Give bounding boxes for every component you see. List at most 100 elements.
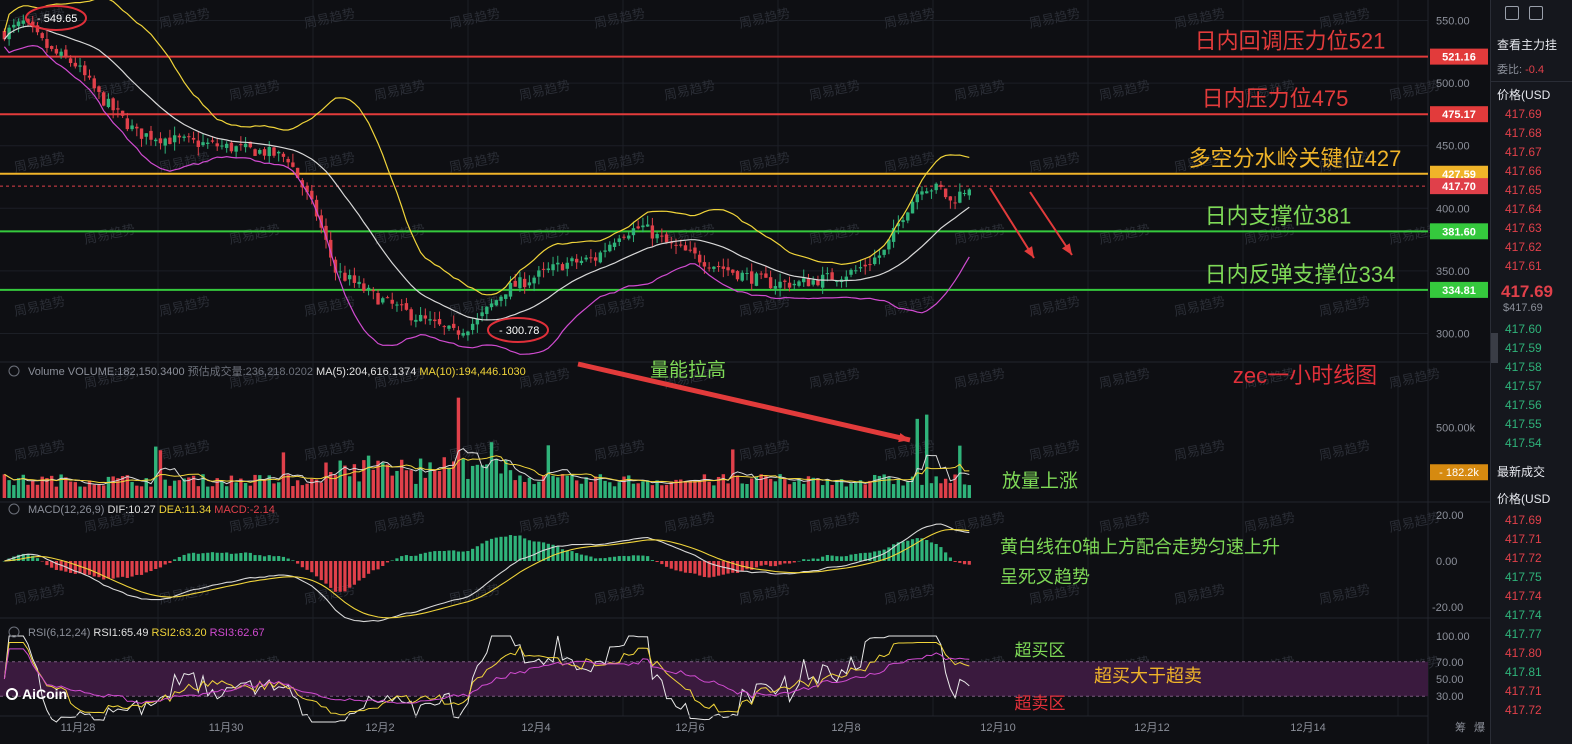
macd-bar xyxy=(655,561,659,563)
candle-body xyxy=(130,125,134,130)
macd-bar xyxy=(858,553,863,561)
candle-body xyxy=(423,315,428,319)
logo-text: AiCoin xyxy=(22,686,67,702)
candle xyxy=(664,231,669,243)
candle-body xyxy=(347,275,352,280)
trades-title[interactable]: 最新成交 xyxy=(1497,465,1546,479)
candle xyxy=(376,289,380,305)
level-tag-bg xyxy=(1430,281,1488,298)
candle-body xyxy=(508,282,513,297)
price-chart[interactable]: 周易趋势 周易趋势 周易趋势 周易趋势 周易趋势 周易趋势 周易趋势 周易趋势 周易趋势 周易趋势… xyxy=(0,0,1490,744)
trade-row: 417.69 xyxy=(1505,513,1542,527)
candle-body xyxy=(2,30,7,40)
volume-bar xyxy=(527,477,532,498)
candle xyxy=(920,186,924,201)
macd-bar xyxy=(868,552,872,561)
volume-bar xyxy=(806,476,811,498)
candle-body xyxy=(475,318,480,325)
volume-bar xyxy=(485,464,489,498)
candle xyxy=(215,137,219,151)
orderbook-title[interactable]: 查看主力挂 xyxy=(1497,38,1558,52)
candle xyxy=(234,145,238,159)
volume-bar xyxy=(489,442,494,498)
macd-bar xyxy=(243,552,248,561)
candle xyxy=(863,258,867,275)
candle-body xyxy=(489,303,494,308)
candle xyxy=(480,306,484,322)
candle xyxy=(461,328,465,338)
macd-bar xyxy=(664,561,669,567)
trade-row: 417.72 xyxy=(1505,551,1542,565)
bid-row[interactable]: 417.54 xyxy=(1505,436,1542,450)
bid-row[interactable]: 417.56 xyxy=(1505,398,1542,412)
candle-body xyxy=(116,108,120,110)
volume-bar xyxy=(551,475,555,498)
level-tag-bg xyxy=(1430,48,1488,65)
ask-row[interactable]: 417.62 xyxy=(1505,240,1542,254)
ask-row[interactable]: 417.66 xyxy=(1505,164,1542,178)
candle-body xyxy=(343,272,347,281)
macd-bar xyxy=(357,561,361,581)
candle-body xyxy=(272,147,276,156)
macd-bar xyxy=(371,561,375,571)
volume-bar xyxy=(802,483,806,498)
ask-row[interactable]: 417.64 xyxy=(1505,202,1542,216)
ask-row[interactable]: 417.67 xyxy=(1505,145,1542,159)
list-icon[interactable] xyxy=(1529,6,1543,20)
volume-bar xyxy=(745,483,749,498)
macd-bar xyxy=(934,543,938,561)
macd-bar xyxy=(281,556,286,561)
macd-bar xyxy=(442,551,446,561)
ma-white-line xyxy=(3,25,970,321)
bid-row[interactable]: 417.59 xyxy=(1505,341,1542,355)
candle-body xyxy=(835,280,839,283)
candle xyxy=(939,181,943,190)
volume-bar xyxy=(210,486,215,498)
candle-body xyxy=(660,235,664,237)
ask-row[interactable]: 417.65 xyxy=(1505,183,1542,197)
macd-bar xyxy=(376,561,380,570)
ask-row[interactable]: 417.69 xyxy=(1505,107,1542,121)
volume-bar xyxy=(64,477,68,498)
macd-bar xyxy=(944,552,948,561)
candle xyxy=(962,189,967,197)
macd-bar xyxy=(792,561,796,563)
volume-bar xyxy=(45,478,49,498)
volume-bar xyxy=(31,481,35,498)
bid-row[interactable]: 417.60 xyxy=(1505,322,1542,336)
ask-row[interactable]: 417.68 xyxy=(1505,126,1542,140)
volume-bar xyxy=(381,462,385,498)
macd-bar xyxy=(712,561,716,577)
volume-bar xyxy=(452,461,456,498)
candle-body xyxy=(929,190,934,192)
volume-bar xyxy=(849,483,853,498)
trade-row: 417.81 xyxy=(1505,665,1542,679)
ask-row[interactable]: 417.63 xyxy=(1505,221,1542,235)
candle xyxy=(584,254,588,262)
layout-icon[interactable] xyxy=(1505,6,1519,20)
volume-bar xyxy=(319,482,323,498)
bid-row[interactable]: 417.57 xyxy=(1505,379,1542,393)
macd-bar xyxy=(508,535,513,561)
candle xyxy=(243,137,248,153)
volume-bar xyxy=(906,481,910,498)
volume-bar xyxy=(191,475,196,498)
panel-resize-handle[interactable] xyxy=(1491,333,1498,363)
bid-row[interactable]: 417.58 xyxy=(1505,360,1542,374)
bid-row[interactable]: 417.55 xyxy=(1505,417,1542,431)
volume-bar xyxy=(887,476,891,498)
ask-row[interactable]: 417.61 xyxy=(1505,259,1542,273)
candle-body xyxy=(154,139,158,142)
candle xyxy=(688,241,692,253)
volume-bar xyxy=(172,480,177,498)
candle-body xyxy=(797,281,801,286)
volume-bar xyxy=(59,474,63,498)
last-price-usd: $417.69 xyxy=(1503,302,1543,314)
volume-bar xyxy=(97,484,101,498)
volume-bar xyxy=(641,481,645,498)
trade-row: 417.80 xyxy=(1505,646,1542,660)
candle xyxy=(49,45,54,52)
volume-bar xyxy=(253,474,257,498)
macd-bar xyxy=(329,561,333,588)
volume-bar xyxy=(560,474,565,498)
